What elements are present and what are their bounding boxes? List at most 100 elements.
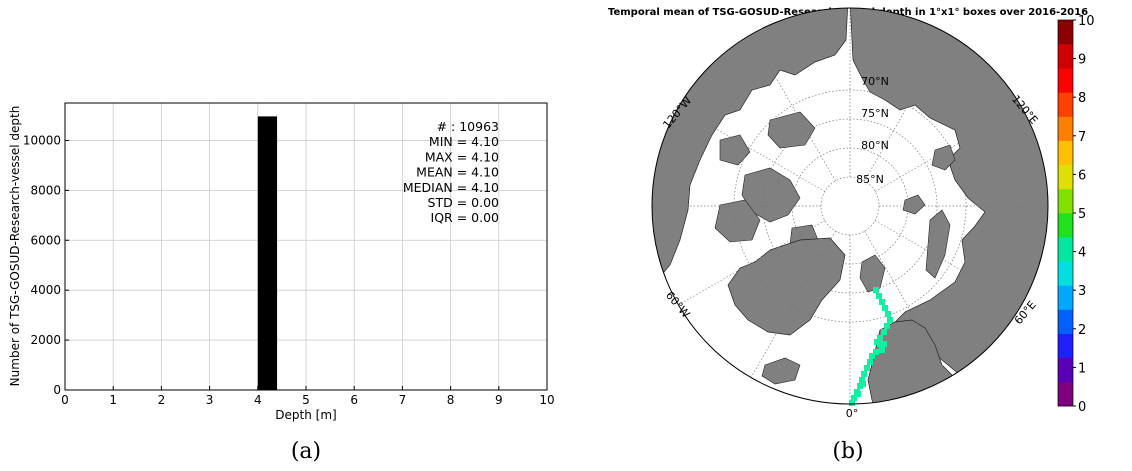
land-severnaya	[931, 144, 956, 171]
x-tick-label: 9	[495, 393, 503, 407]
colorbar-segment	[1058, 237, 1073, 262]
track-cell	[861, 371, 867, 377]
meridian-line	[676, 220, 826, 307]
longitude-label: 0°	[846, 407, 859, 420]
y-axis-label: Number of TSG-GOSUD-Research-vessel dept…	[8, 106, 22, 387]
colorbar-segment	[1058, 333, 1073, 359]
track-cell	[873, 349, 879, 355]
colorbar-segment	[1058, 92, 1073, 117]
stat-line: # : 10963	[437, 119, 499, 134]
meridian-line	[676, 105, 826, 192]
colorbar-tick-label: 0	[1078, 400, 1086, 415]
track-cell	[867, 359, 873, 365]
latitude-labels: 70°N 75°N 80°N 85°N	[856, 75, 889, 186]
globe-border	[651, 7, 1049, 405]
land-archipelago-4	[719, 134, 751, 166]
latitude-circle	[733, 89, 967, 323]
y-tick-label: 8000	[30, 183, 61, 197]
y-tick-label: 0	[53, 383, 61, 397]
track-cell	[876, 293, 882, 299]
colorbar-tick-label: 2	[1078, 323, 1086, 338]
track-cell	[849, 400, 855, 406]
x-axis-ticks: 0 1 2 3 4 5 6 7 8 9 10	[61, 386, 555, 407]
track-cell	[879, 299, 885, 305]
stat-line: MIN = 4.10	[429, 134, 499, 149]
ship-track	[849, 287, 893, 406]
track-cell	[864, 365, 870, 371]
track-cell	[859, 377, 865, 383]
y-axis-ticks: 0 2000 4000 6000 8000 10000	[23, 133, 69, 397]
x-tick-label: 2	[158, 393, 166, 407]
latitude-circle	[762, 118, 938, 294]
colorbar-segment	[1058, 285, 1073, 310]
x-tick-label: 5	[302, 393, 310, 407]
land-franz-josef	[902, 194, 926, 215]
stat-line: STD = 0.00	[428, 195, 499, 210]
panel-caption-b: (b)	[832, 439, 863, 464]
track-cell	[881, 329, 887, 335]
colorbar-segment	[1058, 188, 1073, 214]
colorbar-segment	[1058, 261, 1073, 286]
latitude-label: 85°N	[856, 173, 884, 186]
meridian-line	[749, 32, 836, 182]
colorbar-tick-label: 7	[1078, 130, 1086, 145]
track-cell	[855, 391, 861, 397]
land-greenland	[727, 237, 846, 336]
x-axis-label: Depth [m]	[275, 408, 336, 422]
land-novaya-zemlya	[925, 209, 951, 279]
track-cell	[879, 347, 885, 353]
graticule	[652, 8, 1048, 404]
meridian-line	[864, 230, 951, 380]
track-cell	[882, 305, 888, 311]
x-tick-label: 7	[399, 393, 407, 407]
track-cell	[877, 335, 883, 341]
land-archipelago-3	[767, 111, 816, 149]
track-cell	[860, 381, 866, 387]
x-tick-label: 4	[254, 393, 262, 407]
stat-line: MEDIAN = 4.10	[403, 180, 499, 195]
x-tick-label: 0	[61, 393, 69, 407]
x-tick-label: 6	[350, 393, 358, 407]
stat-line: MEAN = 4.10	[416, 165, 499, 180]
colorbar-segment	[1058, 164, 1073, 190]
track-cell	[877, 341, 883, 347]
track-cell	[873, 287, 879, 293]
stat-line: IQR = 0.00	[431, 210, 500, 225]
track-cell	[885, 311, 891, 317]
histogram-bars	[257, 116, 278, 391]
colorbar-segment	[1058, 68, 1073, 93]
colorbar-segment	[1058, 44, 1073, 69]
meridian-line	[749, 230, 836, 380]
meridian-line	[874, 105, 1024, 192]
meridian-line	[874, 220, 1024, 307]
colorbar-segment	[1058, 309, 1073, 334]
colorbar-segment	[1058, 381, 1073, 407]
track-cell	[887, 317, 893, 323]
colorbar-segment	[1058, 213, 1073, 238]
colorbar-tick-label: 8	[1078, 91, 1086, 106]
y-tick-label: 2000	[30, 333, 61, 347]
colorbar-tick-label: 5	[1078, 207, 1086, 222]
latitude-label: 80°N	[861, 139, 889, 152]
y-tick-label: 4000	[30, 283, 61, 297]
colorbar-segment	[1058, 116, 1073, 141]
y-tick-label: 10000	[23, 133, 61, 147]
colorbar-segment	[1058, 20, 1073, 45]
x-tick-label: 10	[539, 393, 554, 407]
colorbar-tick-label: 1	[1078, 361, 1086, 376]
colorbar-segment	[1058, 357, 1073, 383]
colorbar-tick-label: 9	[1078, 53, 1086, 68]
track-cell	[881, 341, 887, 347]
panel-caption-a: (a)	[291, 439, 321, 464]
histogram-bar	[257, 116, 278, 391]
colorbar: 0 1 2 3 4 5 6 7 8 9 10	[1057, 14, 1095, 415]
x-tick-label: 8	[447, 393, 455, 407]
track-cell	[851, 395, 857, 401]
land-iceland	[761, 357, 801, 385]
latitude-label: 75°N	[861, 107, 889, 120]
track-cell	[884, 323, 890, 329]
latitude-label: 70°N	[861, 75, 889, 88]
meridian-line	[864, 32, 951, 182]
colorbar-tick-label: 10	[1078, 14, 1095, 29]
